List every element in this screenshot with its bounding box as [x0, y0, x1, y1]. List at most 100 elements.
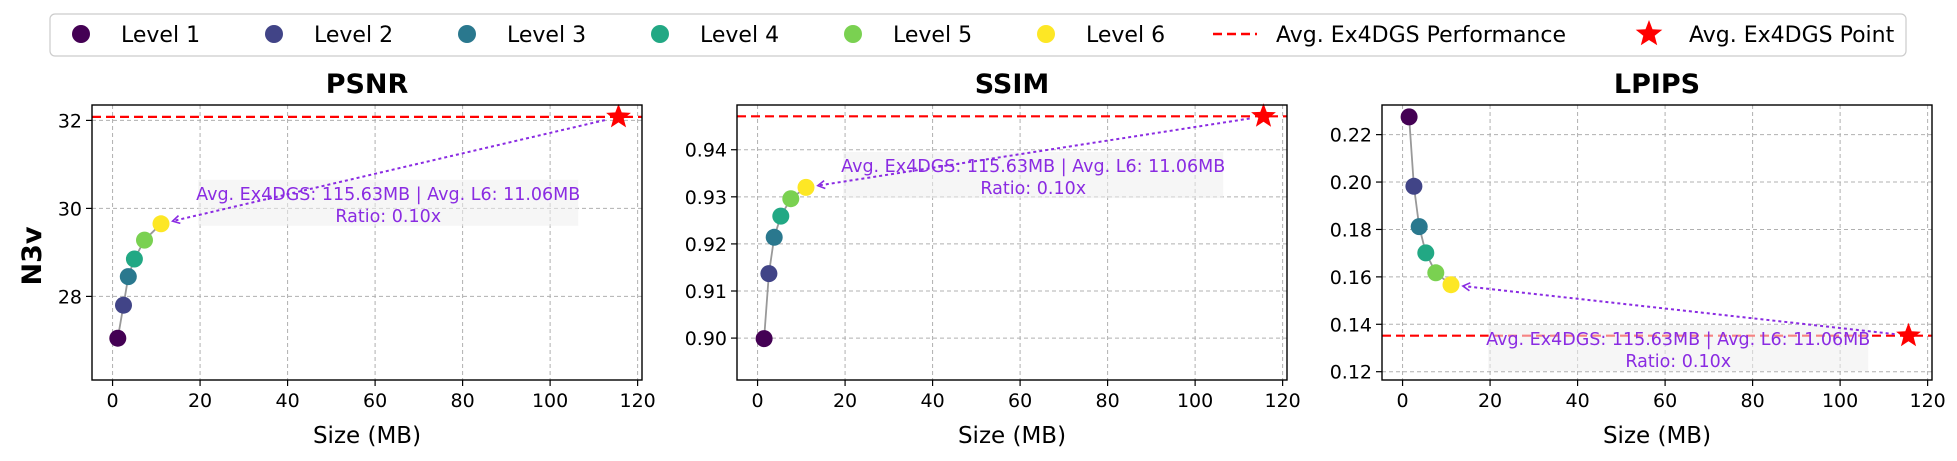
data-point-ssim-level-4 — [772, 207, 790, 225]
annotation-box-ssim — [843, 152, 1224, 199]
panel-title-ssim: SSIM — [975, 69, 1050, 100]
legend-marker-level-3 — [458, 25, 476, 43]
legend-label-level-4: Level 4 — [700, 23, 779, 48]
x-tick-label-ssim-2: 40 — [920, 390, 944, 412]
y-tick-label-ssim-1: 0.91 — [685, 281, 727, 303]
y-tick-label-lpips-2: 0.16 — [1330, 267, 1372, 289]
annotation-arrow-lpips — [1461, 282, 1895, 336]
y-tick-label-lpips-1: 0.14 — [1330, 314, 1372, 336]
x-tick-label-psnr-5: 100 — [532, 390, 568, 412]
data-point-psnr-level-6 — [152, 215, 170, 233]
annotation-arrow-psnr — [171, 119, 606, 225]
x-tick-label-lpips-3: 60 — [1653, 390, 1677, 412]
reference-star-lpips — [1896, 322, 1921, 347]
data-point-lpips-level-5 — [1427, 264, 1445, 282]
y-tick-label-psnr-0: 28 — [58, 286, 82, 308]
legend-marker-level-5 — [844, 25, 862, 43]
data-point-ssim-level-3 — [765, 228, 783, 246]
y-tick-label-ssim-3: 0.93 — [685, 187, 727, 209]
data-point-ssim-level-1 — [755, 330, 773, 348]
legend-frame — [49, 13, 1907, 57]
annotation-line-2-ssim: Ratio: 0.10x — [980, 179, 1086, 199]
legend-label-level-5: Level 5 — [893, 23, 972, 48]
x-axis-label-lpips: Size (MB) — [1603, 423, 1711, 449]
x-tick-label-ssim-5: 100 — [1177, 390, 1213, 412]
annotation-line-1-lpips: Avg. Ex4DGS: 115.63MB | Avg. L6: 11.06MB — [1486, 330, 1870, 350]
data-point-lpips-level-1 — [1400, 108, 1418, 126]
legend: Level 1 Level 2 Level 3 Level 4 Level 5 … — [49, 13, 1907, 57]
legend-label-level-2: Level 2 — [314, 23, 393, 48]
legend-label-level-1: Level 1 — [121, 23, 200, 48]
panel-title-psnr: PSNR — [326, 69, 409, 100]
x-tick-label-psnr-0: 0 — [107, 390, 119, 412]
y-tick-label-lpips-3: 0.18 — [1330, 219, 1372, 241]
plot-area-ssim — [737, 115, 1287, 348]
x-tick-label-ssim-0: 0 — [752, 390, 764, 412]
legend-marker-level-4 — [651, 25, 669, 43]
x-tick-label-lpips-6: 120 — [1909, 390, 1945, 412]
x-tick-label-psnr-6: 120 — [619, 390, 655, 412]
x-tick-label-psnr-4: 80 — [451, 390, 475, 412]
x-axis-label-ssim: Size (MB) — [958, 423, 1066, 449]
y-tick-label-lpips-0: 0.12 — [1330, 362, 1372, 384]
data-point-lpips-level-4 — [1417, 244, 1435, 262]
y-tick-label-ssim-0: 0.90 — [685, 328, 727, 350]
x-tick-label-ssim-4: 80 — [1096, 390, 1120, 412]
x-tick-label-lpips-2: 40 — [1565, 390, 1589, 412]
chart-panel-lpips: 0 20 40 60 80 100 120 0.12 0.14 0.16 0.18 0.20 0.22 A… — [1330, 104, 1946, 412]
axes-frame-psnr — [91, 104, 643, 381]
annotation-line-1-ssim: Avg. Ex4DGS: 115.63MB | Avg. L6: 11.06MB — [841, 157, 1225, 177]
y-tick-label-psnr-2: 32 — [58, 110, 82, 132]
x-tick-label-lpips-5: 100 — [1822, 390, 1858, 412]
y-tick-label-ssim-2: 0.92 — [685, 234, 727, 256]
annotation-line-2-psnr: Ratio: 0.10x — [335, 207, 441, 227]
chart-panel-ssim: 0 20 40 60 80 100 120 0.90 0.91 0.92 0.93 0.94 Avg. … — [685, 103, 1301, 412]
legend-marker-level-6 — [1037, 25, 1055, 43]
legend-label-reference-star: Avg. Ex4DGS Point — [1689, 23, 1895, 48]
reference-star-psnr — [606, 103, 631, 128]
axes-frame-ssim — [736, 104, 1288, 381]
annotation-line-1-psnr: Avg. Ex4DGS: 115.63MB | Avg. L6: 11.06MB — [196, 185, 580, 205]
data-point-lpips-level-2 — [1405, 177, 1423, 195]
data-point-psnr-level-3 — [119, 268, 137, 286]
data-point-ssim-level-5 — [782, 190, 800, 208]
y-tick-label-ssim-4: 0.94 — [685, 140, 727, 162]
y-tick-label-lpips-4: 0.20 — [1330, 172, 1372, 194]
y-tick-label-psnr-1: 30 — [58, 198, 82, 220]
x-tick-label-lpips-0: 0 — [1397, 390, 1409, 412]
data-point-ssim-level-6 — [797, 178, 815, 196]
x-axis-label-psnr: Size (MB) — [313, 423, 421, 449]
legend-marker-level-2 — [265, 25, 283, 43]
x-tick-label-psnr-3: 60 — [363, 390, 387, 412]
data-point-psnr-level-2 — [115, 296, 132, 314]
data-point-psnr-level-1 — [109, 329, 127, 347]
legend-label-level-3: Level 3 — [507, 23, 586, 48]
data-point-lpips-level-3 — [1410, 218, 1428, 236]
x-tick-label-lpips-1: 20 — [1478, 390, 1502, 412]
axes-frame-lpips — [1381, 104, 1933, 381]
chart-panel-psnr: 0 20 40 60 80 100 120 28 30 32 Avg. Ex4DGS: 115.63… — [58, 103, 656, 412]
legend-label-level-6: Level 6 — [1086, 23, 1165, 48]
annotation-line-2-lpips: Ratio: 0.10x — [1625, 352, 1731, 372]
legend-marker-reference-star — [1635, 20, 1663, 46]
x-tick-label-lpips-4: 80 — [1741, 390, 1765, 412]
x-tick-label-ssim-3: 60 — [1008, 390, 1032, 412]
legend-label-reference-line: Avg. Ex4DGS Performance — [1276, 23, 1566, 48]
data-point-lpips-level-6 — [1442, 276, 1460, 294]
annotation-box-psnr — [198, 179, 579, 226]
x-tick-label-psnr-2: 40 — [275, 390, 299, 412]
legend-marker-level-1 — [72, 25, 90, 43]
annotation-box-lpips — [1488, 325, 1869, 372]
y-tick-label-lpips-5: 0.22 — [1330, 125, 1372, 147]
plot-area-psnr — [92, 115, 642, 347]
panel-title-lpips: LPIPS — [1614, 69, 1700, 100]
reference-star-ssim — [1251, 103, 1276, 127]
x-tick-label-psnr-1: 20 — [188, 390, 212, 412]
annotation-arrow-ssim — [816, 117, 1250, 190]
row-label: N3v — [17, 226, 48, 285]
x-tick-label-ssim-6: 120 — [1264, 390, 1300, 412]
x-tick-label-ssim-1: 20 — [833, 390, 857, 412]
data-point-psnr-level-4 — [125, 250, 143, 268]
